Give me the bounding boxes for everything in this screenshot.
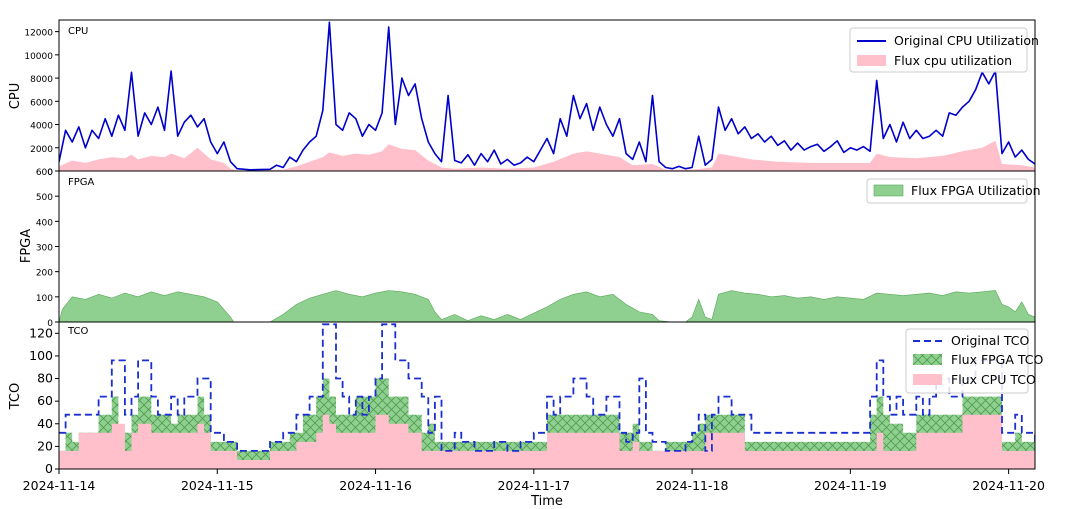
x-tick-label: 2024-11-15 — [181, 478, 254, 493]
tco-legend: Original TCO Flux FPGA TCO Flux CPU TCO — [905, 328, 1044, 394]
legend-flux-fpga-swatch — [873, 184, 904, 197]
fpga-panel: FPGA FPGA 0 100 200 300 400 500 600 Flux FPGA … — [19, 168, 1041, 329]
x-axis-ticks: 2024-11-14 2024-11-15 2024-11-16 2024-11-17… — [23, 469, 1045, 493]
flux-fpga-utilization-area — [59, 290, 1035, 322]
x-tick-label: 2024-11-17 — [497, 478, 570, 493]
legend-flux-fpga-tco-hatch — [913, 354, 942, 365]
fpga-plot-area — [59, 290, 1035, 322]
y-tick-label: 500 — [36, 193, 53, 203]
y-tick-label: 40 — [37, 416, 53, 431]
fpga-y-axis-label: FPGA — [19, 229, 34, 263]
y-tick-label: 300 — [36, 244, 53, 254]
x-tick-label: 2024-11-19 — [814, 478, 887, 493]
tco-axes-frame — [58, 321, 1036, 470]
x-axis-label: Time — [530, 494, 563, 509]
y-tick-label: 10000 — [24, 52, 53, 62]
y-tick-label: 6000 — [30, 98, 53, 108]
y-tick-label: 60 — [37, 393, 53, 408]
original-cpu-utilization-line — [59, 21, 1035, 171]
y-tick-label: 8000 — [30, 75, 53, 85]
fpga-panel-label: FPGA — [68, 177, 95, 188]
cpu-legend: Original CPU Utilization Flux cpu utiliz… — [849, 27, 1039, 73]
y-tick-label: 100 — [36, 294, 53, 304]
fpga-legend-box — [866, 178, 1028, 204]
tco-y-ticks: 0 20 40 60 80 100 120 — [29, 325, 59, 476]
fpga-legend: Flux FPGA Utilization — [866, 178, 1041, 204]
tco-plot-area — [59, 323, 1035, 469]
y-tick-label: 100 — [29, 348, 53, 363]
legend-flux-cpu-tco-swatch — [913, 374, 942, 385]
cpu-panel: CPU CPU 0 2000 4000 6000 8000 10000 12000 Orig… — [8, 19, 1039, 178]
cpu-y-axis-label: CPU — [8, 83, 23, 109]
legend-flux-cpu-swatch — [857, 55, 886, 66]
y-tick-label: 0 — [47, 319, 53, 329]
fpga-y-ticks: 0 100 200 300 400 500 600 — [36, 168, 59, 329]
flux-cpu-tco-area — [59, 414, 1035, 469]
x-tick-label: 2024-11-14 — [23, 478, 96, 493]
cpu-y-ticks: 0 2000 4000 6000 8000 10000 12000 — [24, 29, 59, 178]
cpu-panel-label: CPU — [68, 26, 88, 37]
y-tick-label: 20 — [37, 438, 53, 453]
legend-flux-fpga-label: Flux FPGA Utilization — [911, 183, 1041, 198]
y-tick-label: 4000 — [30, 122, 53, 132]
y-tick-label: 400 — [36, 218, 53, 228]
tco-panel: TCO TCO 0 20 40 60 80 100 120 Original TCO Flu… — [8, 321, 1044, 476]
tco-panel-label: TCO — [67, 326, 89, 337]
y-tick-label: 80 — [37, 371, 53, 386]
legend-flux-cpu-label: Flux cpu utilization — [894, 53, 1012, 68]
x-tick-label: 2024-11-20 — [972, 478, 1045, 493]
original-tco-dashed-line — [59, 323, 1035, 452]
y-tick-label: 120 — [29, 325, 53, 340]
legend-flux-cpu-tco-label: Flux CPU TCO — [951, 372, 1036, 387]
legend-flux-fpga-tco-label: Flux FPGA TCO — [951, 352, 1044, 367]
flux-cpu-utilization-area — [59, 140, 1035, 171]
x-tick-label: 2024-11-16 — [339, 478, 412, 493]
cpu-legend-box — [849, 27, 1028, 73]
cpu-plot-area — [59, 21, 1035, 171]
x-tick-label: 2024-11-18 — [656, 478, 729, 493]
y-tick-label: 600 — [36, 168, 53, 178]
tco-y-axis-label: TCO — [8, 383, 23, 411]
legend-original-tco-label: Original TCO — [951, 333, 1030, 348]
y-tick-label: 2000 — [30, 145, 53, 155]
y-tick-label: 12000 — [24, 29, 53, 39]
y-tick-label: 200 — [36, 269, 53, 279]
y-tick-label: 0 — [47, 168, 53, 178]
legend-original-cpu-label: Original CPU Utilization — [894, 33, 1039, 48]
y-tick-label: 0 — [45, 461, 53, 476]
